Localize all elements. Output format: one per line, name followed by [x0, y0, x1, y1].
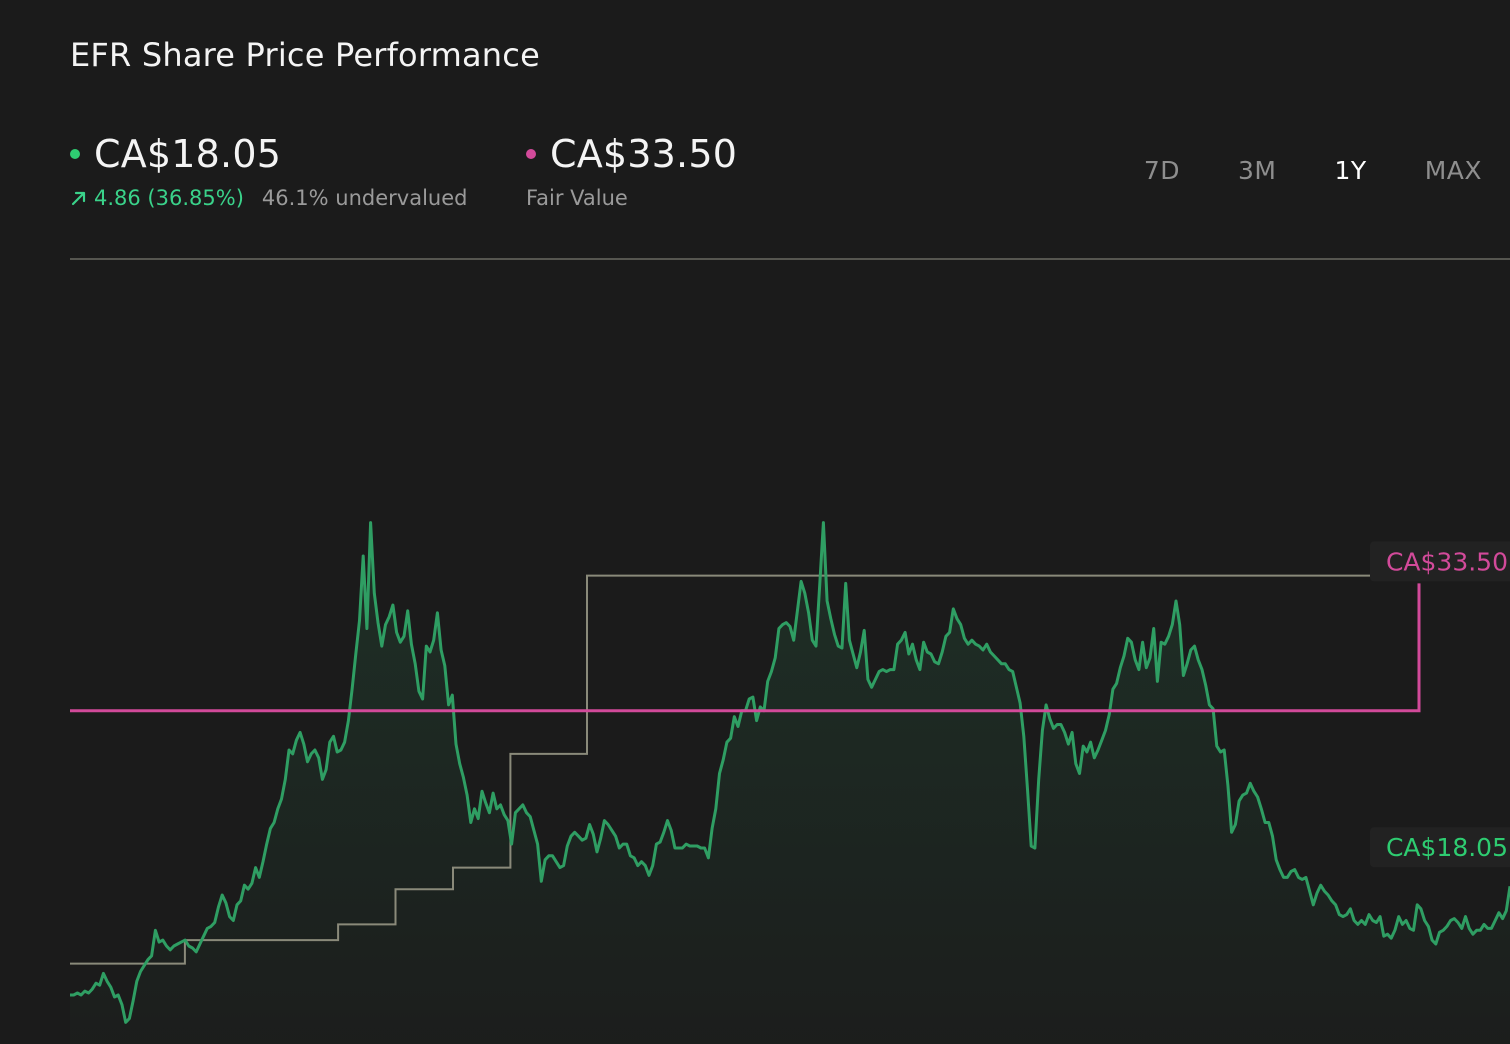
price-change-text: 4.86 (36.85%) [94, 186, 244, 210]
fair-value-block: CA$33.50 Fair Value [526, 132, 737, 210]
valuation-text: 46.1% undervalued [261, 186, 468, 210]
fair-value-history-line [70, 574, 1510, 965]
fair-value-label: Fair Value [526, 186, 628, 210]
fair-value-label-tag: CA$33.50 [1386, 547, 1508, 576]
current-price-block: CA$18.05 4.86 (36.85%) 46.1% undervalued [70, 132, 468, 210]
tab-3m[interactable]: 3M [1238, 156, 1277, 185]
current-price-dot [70, 149, 80, 159]
fair-value-value: CA$33.50 [550, 132, 738, 176]
fair-value-dot [526, 149, 536, 159]
price-change: 4.86 (36.85%) [70, 186, 244, 210]
current-price-value: CA$18.05 [94, 132, 282, 176]
chart-title: EFR Share Price Performance [70, 36, 540, 74]
current-price-label-tag: CA$18.05 [1386, 833, 1508, 862]
fair-value-label-tag-bg [1370, 541, 1510, 582]
arrow-up-right-icon [71, 191, 86, 206]
tab-max[interactable]: MAX [1424, 156, 1482, 185]
current-price-label-tag-bg [1370, 827, 1510, 868]
fair-value-line [70, 583, 1421, 713]
range-tabs: 7D 3M 1Y MAX [1115, 156, 1482, 185]
tab-1y[interactable]: 1Y [1334, 156, 1367, 185]
tab-7d[interactable]: 7D [1143, 156, 1181, 185]
price-line [70, 521, 1510, 1024]
